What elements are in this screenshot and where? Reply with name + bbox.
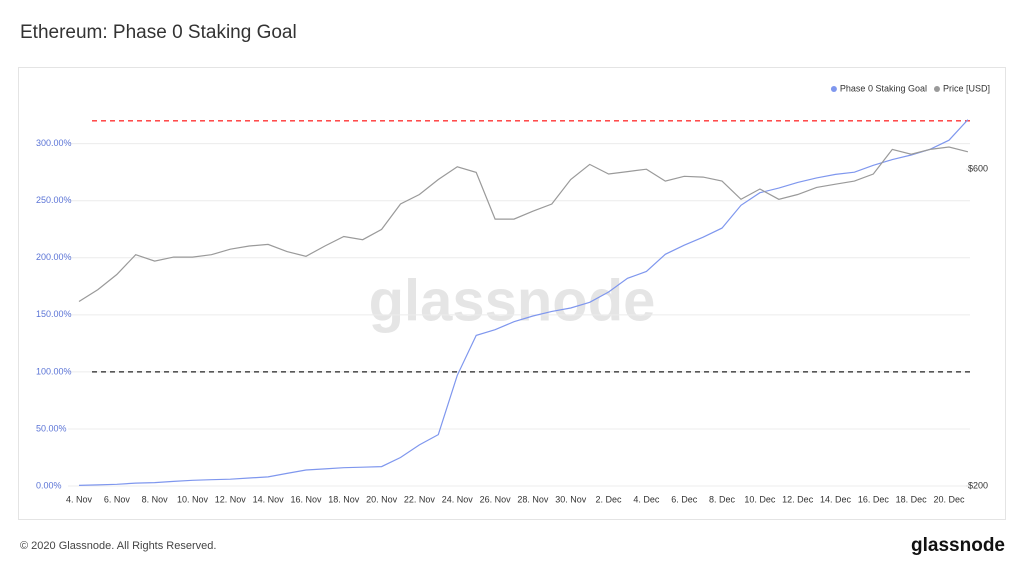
- x-tick-label: 18. Nov: [328, 494, 360, 504]
- x-tick-label: 14. Dec: [820, 494, 852, 504]
- y-tick-label: 300.00%: [36, 138, 72, 148]
- x-tick-label: 16. Nov: [290, 494, 322, 504]
- y-tick-label: 250.00%: [36, 195, 72, 205]
- watermark: glassnode: [369, 268, 656, 333]
- x-tick-label: 8. Dec: [709, 494, 736, 504]
- series-line: [78, 119, 969, 486]
- chart-title: Ethereum: Phase 0 Staking Goal: [20, 22, 297, 43]
- x-tick-label: 12. Nov: [215, 494, 247, 504]
- legend-label: Phase 0 Staking Goal: [840, 83, 927, 93]
- y2-tick-label: $600: [968, 164, 988, 174]
- chart-frame: [18, 67, 1006, 520]
- x-tick-label: 16. Dec: [858, 494, 890, 504]
- x-tick-label: 18. Dec: [896, 494, 928, 504]
- x-tick-label: 2. Dec: [596, 494, 623, 504]
- x-tick-label: 14. Nov: [253, 494, 285, 504]
- legend-swatch: [933, 86, 940, 92]
- x-tick-label: 24. Nov: [442, 494, 474, 504]
- x-tick-label: 4. Nov: [66, 494, 93, 504]
- legend-label: Price [USD]: [943, 83, 990, 93]
- x-tick-label: 10. Nov: [177, 494, 209, 504]
- y-tick-label: 0.00%: [36, 480, 62, 490]
- brand-logo: glassnode: [911, 535, 1005, 556]
- y-tick-label: 50.00%: [36, 423, 67, 433]
- y2-tick-label: $200: [968, 480, 988, 490]
- x-tick-label: 20. Nov: [366, 494, 398, 504]
- series-line: [78, 146, 969, 303]
- y-tick-label: 100.00%: [36, 366, 72, 376]
- x-tick-label: 10. Dec: [744, 494, 776, 504]
- copyright: © 2020 Glassnode. All Rights Reserved.: [20, 540, 216, 552]
- x-tick-label: 12. Dec: [782, 494, 814, 504]
- x-tick-label: 28. Nov: [517, 494, 549, 504]
- x-tick-label: 4. Dec: [633, 494, 660, 504]
- x-tick-label: 30. Nov: [555, 494, 587, 504]
- x-tick-label: 6. Dec: [671, 494, 698, 504]
- x-tick-label: 6. Nov: [104, 494, 131, 504]
- x-tick-label: 20. Dec: [933, 494, 965, 504]
- y-tick-label: 150.00%: [36, 309, 72, 319]
- y-tick-label: 200.00%: [36, 252, 72, 262]
- x-tick-label: 26. Nov: [480, 494, 512, 504]
- x-tick-label: 8. Nov: [142, 494, 169, 504]
- x-tick-label: 22. Nov: [404, 494, 436, 504]
- legend-swatch: [830, 86, 837, 92]
